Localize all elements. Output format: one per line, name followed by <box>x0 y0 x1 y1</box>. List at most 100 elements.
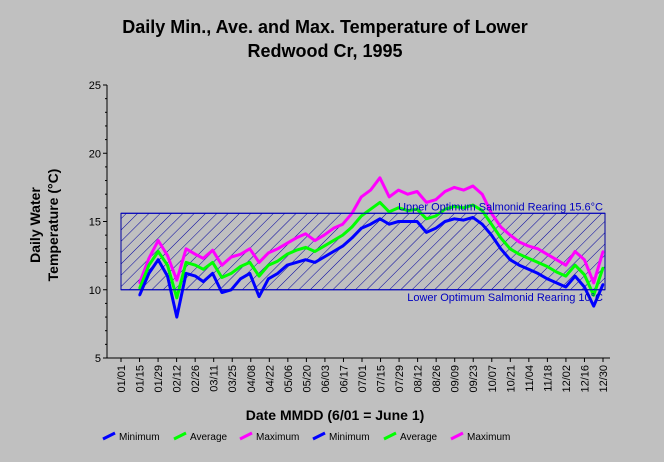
x-tick-label: 08/12 <box>413 365 425 393</box>
data-point-average <box>202 268 205 271</box>
data-point-maximum <box>341 223 344 226</box>
data-point-maximum <box>499 225 502 229</box>
data-point-average <box>276 259 279 263</box>
data-point-average <box>257 274 261 278</box>
data-point-maximum <box>267 251 270 255</box>
upper-threshold-label: Upper Optimum Salmonid Rearing 15.6°C <box>398 201 603 213</box>
x-tick-label: 06/17 <box>339 365 351 393</box>
data-point-maximum <box>323 233 326 237</box>
data-point-minimum <box>583 285 586 289</box>
legend-swatch-maximum <box>450 431 464 441</box>
x-tick-label: 03/25 <box>227 365 239 393</box>
data-point-maximum <box>211 249 214 252</box>
data-point-average <box>490 223 493 226</box>
data-point-minimum <box>434 227 437 230</box>
data-point-minimum <box>239 277 242 280</box>
data-point-average <box>555 270 558 274</box>
data-point-maximum <box>147 257 151 260</box>
data-point-average <box>462 206 465 209</box>
x-tick-label: 05/20 <box>301 365 313 393</box>
data-point-average <box>285 253 289 256</box>
data-point-maximum <box>304 232 307 235</box>
data-point-maximum <box>527 244 530 248</box>
data-point-average <box>453 205 456 208</box>
data-point-average <box>323 244 326 248</box>
data-point-minimum <box>443 220 447 223</box>
data-point-minimum <box>415 220 419 223</box>
legend-label-minimum: Minimum <box>119 432 160 443</box>
data-point-maximum <box>536 247 540 250</box>
data-point-minimum <box>546 277 549 280</box>
data-point-maximum <box>481 193 484 196</box>
data-point-maximum <box>555 258 558 261</box>
data-point-average <box>471 203 475 207</box>
x-tick-label: 11/04 <box>524 365 536 392</box>
data-point-minimum <box>397 220 400 223</box>
data-point-average <box>481 209 484 212</box>
data-point-average <box>147 264 151 267</box>
data-point-minimum <box>601 283 605 286</box>
data-point-minimum <box>360 227 363 230</box>
data-point-minimum <box>184 272 188 275</box>
data-point-maximum <box>397 188 400 192</box>
data-point-average <box>546 265 549 268</box>
data-point-maximum <box>508 233 512 237</box>
x-tick-label: 07/29 <box>394 365 406 393</box>
legend-swatch-maximum <box>239 431 253 441</box>
data-point-average <box>415 208 419 211</box>
chart-title-line-2: Redwood Cr, 1995 <box>247 41 402 61</box>
data-point-average <box>406 209 409 212</box>
data-point-average <box>434 214 437 218</box>
x-tick-label: 12/16 <box>580 365 592 393</box>
data-point-maximum <box>194 253 197 256</box>
data-point-average <box>211 261 214 264</box>
x-tick-label: 07/01 <box>357 365 369 393</box>
data-point-minimum <box>378 217 382 220</box>
legend-swatch-average <box>173 431 187 441</box>
data-point-average <box>573 264 577 267</box>
data-point-maximum <box>434 198 437 201</box>
data-point-minimum <box>295 261 298 264</box>
data-point-average <box>350 225 354 229</box>
data-point-maximum <box>425 201 428 204</box>
data-point-maximum <box>360 195 363 199</box>
data-point-average <box>388 210 391 214</box>
legend-swatch-minimum <box>102 431 116 441</box>
y-tick-label: 15 <box>89 217 101 229</box>
x-tick-label: 08/26 <box>431 365 443 393</box>
data-point-average <box>313 250 317 253</box>
data-point-minimum <box>304 258 307 261</box>
x-tick-label: 02/26 <box>190 365 202 393</box>
x-tick-label: 03/11 <box>209 365 221 392</box>
data-point-minimum <box>406 220 409 223</box>
y-axis-label-line-1: Daily Water <box>27 187 43 263</box>
data-point-average <box>248 261 251 264</box>
data-point-minimum <box>564 285 567 289</box>
x-tick-label: 02/12 <box>172 365 184 393</box>
data-point-maximum <box>285 242 289 245</box>
x-tick-label: 10/21 <box>505 365 517 393</box>
data-point-maximum <box>313 239 317 242</box>
data-point-minimum <box>555 281 558 285</box>
data-point-average <box>369 208 372 211</box>
data-point-minimum <box>138 294 141 297</box>
data-point-maximum <box>295 236 298 240</box>
y-axis-label-line-2: Temperature (°C) <box>45 169 61 282</box>
data-point-minimum <box>508 258 512 261</box>
data-point-minimum <box>388 223 391 226</box>
data-point-average <box>138 287 141 290</box>
data-point-minimum <box>202 280 205 283</box>
data-point-maximum <box>202 257 205 260</box>
data-point-minimum <box>332 250 335 253</box>
data-point-average <box>194 264 197 267</box>
data-point-maximum <box>573 250 577 253</box>
data-point-minimum <box>285 264 289 267</box>
data-point-minimum <box>369 223 372 226</box>
data-point-minimum <box>471 216 475 219</box>
y-tick-label: 25 <box>89 80 101 92</box>
y-tick-label: 5 <box>95 353 101 365</box>
data-point-minimum <box>527 268 530 271</box>
data-point-minimum <box>257 295 261 298</box>
data-point-average <box>518 253 521 256</box>
data-point-maximum <box>462 188 465 192</box>
